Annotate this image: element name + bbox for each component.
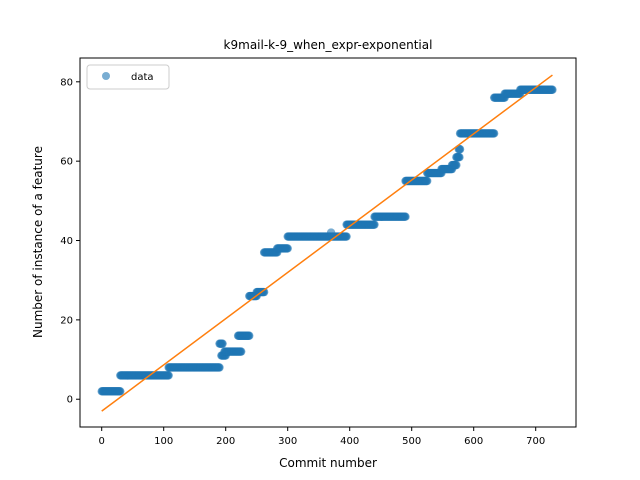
y-tick-label: 80 bbox=[60, 77, 73, 88]
chart-title: k9mail-k-9_when_expr-exponential bbox=[224, 38, 433, 52]
data-point bbox=[370, 220, 379, 229]
fit-line bbox=[101, 74, 553, 412]
data-point bbox=[218, 339, 227, 348]
x-tick-label: 300 bbox=[278, 436, 297, 447]
data-point bbox=[245, 331, 254, 340]
data-point bbox=[452, 160, 461, 170]
x-axis-ticks: 0 100 200 300 400 500 600 700 bbox=[99, 427, 545, 447]
y-tick-label: 0 bbox=[67, 395, 73, 406]
data-point bbox=[401, 212, 410, 221]
data-point bbox=[455, 152, 464, 162]
data-point bbox=[342, 232, 351, 241]
data-point bbox=[164, 371, 173, 380]
y-tick-label: 40 bbox=[60, 236, 73, 247]
x-axis-label: Commit number bbox=[279, 456, 377, 470]
data-point bbox=[489, 129, 499, 138]
data-point bbox=[455, 145, 465, 154]
plot-frame bbox=[79, 57, 577, 428]
data-point bbox=[423, 176, 432, 186]
data-point bbox=[326, 228, 336, 237]
y-axis-ticks: 0 20 40 60 80 bbox=[60, 77, 80, 406]
data-point bbox=[283, 244, 292, 253]
data-point bbox=[237, 347, 246, 356]
plot-marks bbox=[97, 74, 557, 412]
x-tick-label: 400 bbox=[340, 436, 359, 447]
x-tick-label: 700 bbox=[526, 436, 545, 447]
y-axis-label: Number of instance of a feature bbox=[31, 146, 45, 338]
x-tick-label: 600 bbox=[464, 436, 483, 447]
data-point bbox=[548, 85, 557, 94]
legend-label-data: data bbox=[131, 72, 154, 83]
data-point bbox=[116, 387, 125, 396]
x-tick-label: 0 bbox=[99, 436, 105, 447]
data-point bbox=[215, 363, 224, 372]
x-tick-label: 200 bbox=[216, 436, 235, 447]
legend-box bbox=[86, 64, 170, 90]
legend-marker-data bbox=[102, 72, 110, 80]
y-tick-label: 20 bbox=[60, 315, 73, 326]
x-tick-label: 500 bbox=[402, 436, 421, 447]
x-tick-label: 100 bbox=[154, 436, 173, 447]
y-tick-label: 60 bbox=[60, 157, 73, 168]
legend: data bbox=[86, 64, 170, 90]
data-point bbox=[259, 287, 269, 297]
